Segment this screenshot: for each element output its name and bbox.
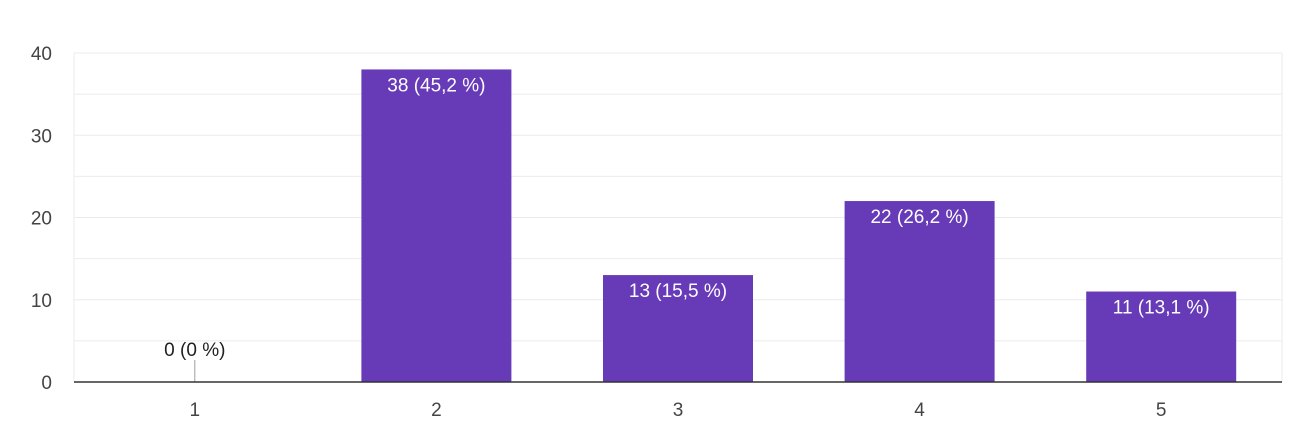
bar[interactable] bbox=[1086, 291, 1237, 382]
gridlines bbox=[73, 52, 1283, 382]
bars bbox=[361, 69, 1237, 382]
y-tick-label: 0 bbox=[41, 373, 52, 394]
y-tick-label: 30 bbox=[31, 126, 52, 147]
y-axis-ticks: 0 10 20 30 40 bbox=[31, 44, 52, 394]
bar[interactable] bbox=[844, 201, 995, 382]
data-label: 38 (45,2 %) bbox=[387, 75, 485, 96]
y-tick-label: 40 bbox=[31, 44, 52, 65]
bar[interactable] bbox=[603, 275, 753, 382]
data-label: 11 (13,1 %) bbox=[1113, 298, 1210, 319]
data-label: 22 (26,2 %) bbox=[870, 207, 968, 228]
y-tick-label: 10 bbox=[31, 291, 52, 312]
x-axis-ticks: 1 2 3 4 5 bbox=[190, 400, 1167, 421]
x-tick-label: 3 bbox=[673, 400, 684, 421]
bar[interactable] bbox=[361, 69, 512, 382]
data-label: 0 (0 %) bbox=[164, 340, 225, 361]
x-tick-label: 1 bbox=[190, 400, 201, 421]
data-label: 13 (15,5 %) bbox=[629, 281, 727, 302]
x-tick-label: 5 bbox=[1156, 400, 1167, 421]
y-tick-label: 20 bbox=[31, 209, 52, 230]
data-labels: 0 (0 %) 38 (45,2 %) 13 (15,5 %) 22 (26,2 %)… bbox=[164, 75, 1210, 382]
x-tick-label: 2 bbox=[431, 400, 442, 421]
x-tick-label: 4 bbox=[914, 400, 925, 421]
